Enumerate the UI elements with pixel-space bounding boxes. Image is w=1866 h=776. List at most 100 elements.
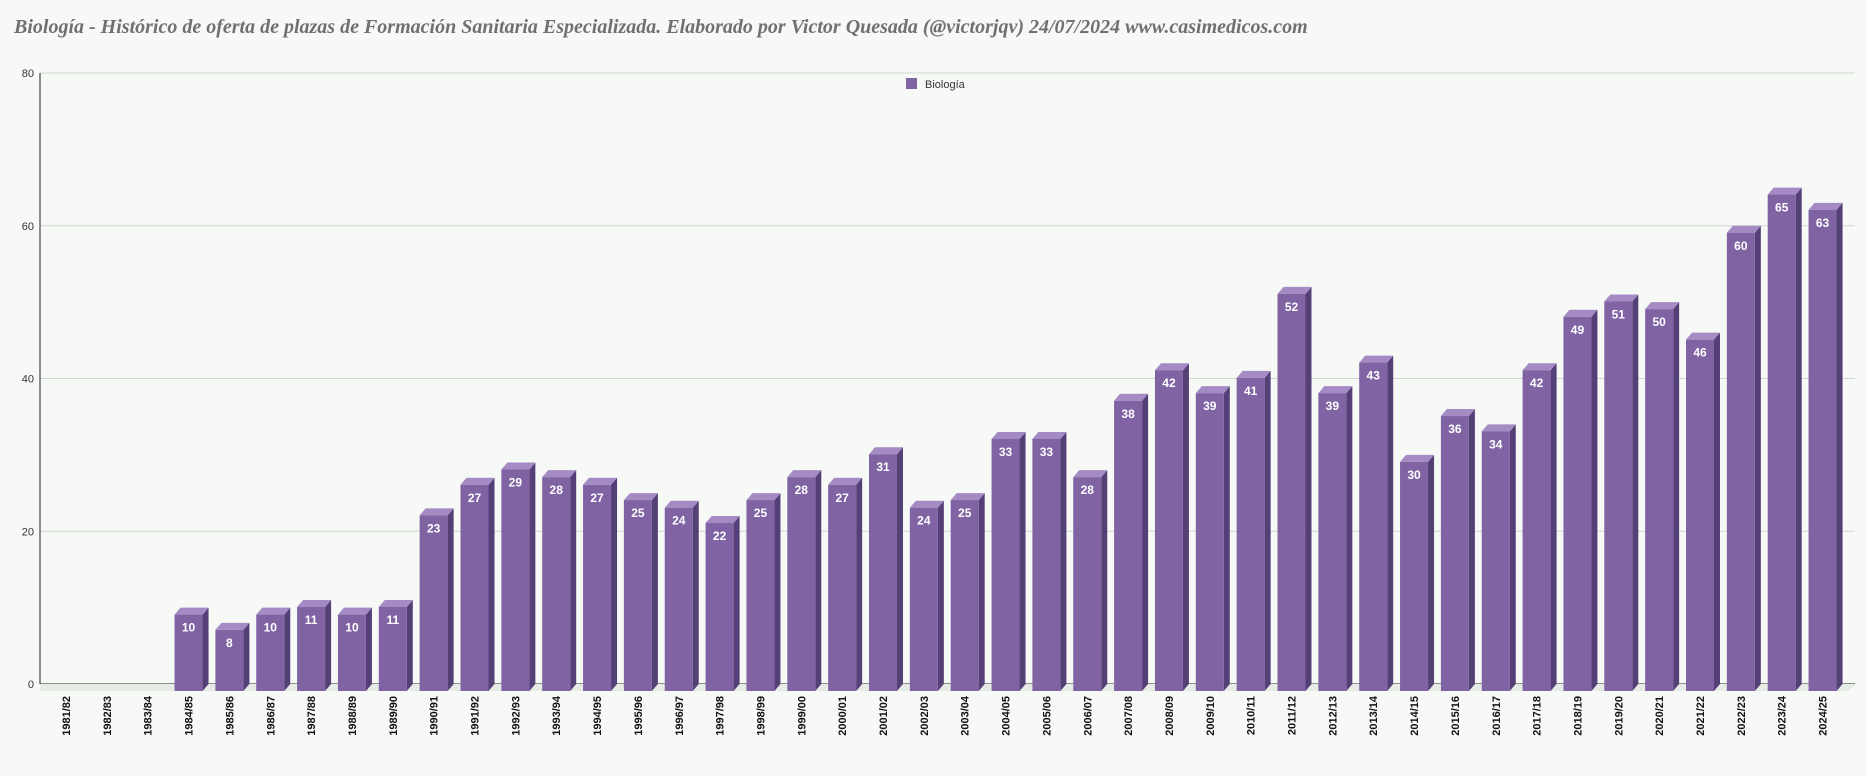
bar-top bbox=[1481, 424, 1516, 432]
bar bbox=[460, 484, 489, 691]
bar bbox=[1481, 431, 1510, 691]
bar-top bbox=[215, 622, 250, 630]
bar-side bbox=[1060, 431, 1067, 691]
x-tick-label: 1993/94 bbox=[551, 695, 563, 736]
bar-top bbox=[1604, 294, 1639, 302]
x-tick-label: 2005/06 bbox=[1041, 696, 1053, 736]
bar-side bbox=[1468, 409, 1475, 691]
bar bbox=[1032, 438, 1061, 691]
bar bbox=[1277, 293, 1306, 691]
data-label: 33 bbox=[1040, 445, 1054, 459]
bar-top bbox=[991, 431, 1026, 439]
x-tick-label: 2015/16 bbox=[1450, 696, 1462, 736]
bar-top bbox=[256, 607, 291, 615]
x-tick-label: 1983/84 bbox=[143, 695, 155, 736]
bar bbox=[1359, 362, 1388, 691]
bar-side bbox=[611, 477, 618, 691]
bar bbox=[869, 454, 897, 691]
bar bbox=[1114, 400, 1143, 691]
x-tick-label: 1986/87 bbox=[265, 696, 277, 736]
bar-side bbox=[243, 622, 250, 691]
x-tick-label: 2004/05 bbox=[1001, 696, 1013, 736]
bar-side bbox=[1142, 393, 1149, 691]
data-label: 27 bbox=[468, 491, 482, 505]
bar-top bbox=[909, 500, 944, 508]
bar-top bbox=[1318, 386, 1353, 394]
bar-side bbox=[570, 470, 577, 691]
data-label: 42 bbox=[1530, 376, 1544, 390]
x-tick-label: 2006/07 bbox=[1082, 696, 1094, 736]
bar bbox=[1236, 377, 1265, 691]
data-label: 11 bbox=[305, 613, 318, 627]
bar-top bbox=[337, 607, 372, 615]
x-tick-label: 1996/97 bbox=[674, 696, 686, 736]
x-tick-label: 2017/18 bbox=[1532, 696, 1544, 736]
bar bbox=[1563, 316, 1592, 691]
x-tick-label: 2014/15 bbox=[1409, 696, 1421, 736]
data-label: 23 bbox=[427, 521, 441, 535]
x-tick-label: 1982/83 bbox=[102, 696, 114, 736]
bar-side bbox=[1101, 470, 1108, 691]
data-label: 10 bbox=[345, 621, 359, 635]
x-tick-label: 1992/93 bbox=[510, 696, 522, 736]
bar bbox=[1726, 232, 1755, 691]
data-label: 25 bbox=[754, 506, 768, 520]
bar-side bbox=[488, 477, 495, 691]
y-tick-label: 0 bbox=[28, 679, 34, 691]
bar-top bbox=[1767, 187, 1802, 195]
bar bbox=[1808, 209, 1837, 691]
x-tick-label: 1981/82 bbox=[61, 696, 73, 736]
bar bbox=[705, 522, 734, 691]
bar-top bbox=[1400, 454, 1435, 462]
bar bbox=[746, 500, 775, 691]
legend-label: Biología bbox=[925, 79, 966, 91]
data-label: 11 bbox=[386, 613, 399, 627]
bar-top bbox=[1154, 363, 1189, 371]
bar bbox=[378, 606, 407, 691]
bar-top bbox=[828, 477, 863, 485]
x-tick-label: 2008/09 bbox=[1164, 696, 1176, 736]
x-tick-label: 1999/00 bbox=[796, 696, 808, 736]
bar-side bbox=[1182, 363, 1189, 691]
bar bbox=[828, 484, 857, 691]
x-tick-label: 2001/02 bbox=[878, 696, 890, 736]
bar bbox=[991, 438, 1020, 691]
x-tick-label: 1989/90 bbox=[388, 696, 400, 736]
bar bbox=[1604, 301, 1633, 691]
x-tick-label: 1998/99 bbox=[755, 696, 767, 736]
data-label: 43 bbox=[1367, 369, 1381, 383]
bar-side bbox=[1346, 386, 1353, 691]
data-label: 28 bbox=[1081, 483, 1095, 497]
bar bbox=[1195, 393, 1224, 691]
bar-top bbox=[460, 477, 495, 485]
bar bbox=[1073, 477, 1102, 691]
bar-top bbox=[746, 493, 781, 501]
bar-side bbox=[406, 599, 413, 691]
x-tick-label: 2009/10 bbox=[1205, 696, 1217, 736]
legend-swatch bbox=[906, 78, 917, 89]
y-tick-label: 40 bbox=[22, 374, 34, 386]
bar-top bbox=[1032, 431, 1067, 439]
data-label: 41 bbox=[1244, 384, 1258, 398]
bar-top bbox=[787, 470, 822, 478]
x-tick-label: 1990/91 bbox=[429, 696, 441, 736]
y-tick-label: 80 bbox=[22, 68, 34, 80]
bar-top bbox=[705, 515, 740, 523]
bar-side bbox=[897, 447, 903, 691]
data-label: 51 bbox=[1612, 307, 1626, 321]
bar bbox=[909, 507, 938, 691]
bar-top bbox=[378, 599, 413, 607]
x-tick-label: 2020/21 bbox=[1654, 696, 1666, 736]
bar-top bbox=[1359, 355, 1394, 363]
bar-side bbox=[651, 493, 658, 691]
bar-top bbox=[297, 599, 332, 607]
data-label: 31 bbox=[876, 460, 890, 474]
bar bbox=[1645, 309, 1674, 691]
data-label: 50 bbox=[1652, 315, 1666, 329]
bar-side bbox=[365, 607, 372, 691]
y-tick-label: 20 bbox=[22, 526, 34, 538]
x-tick-label: 2013/14 bbox=[1368, 695, 1380, 736]
bar-top bbox=[1195, 386, 1230, 394]
x-tick-label: 2018/19 bbox=[1572, 696, 1584, 736]
data-label: 10 bbox=[182, 621, 196, 635]
